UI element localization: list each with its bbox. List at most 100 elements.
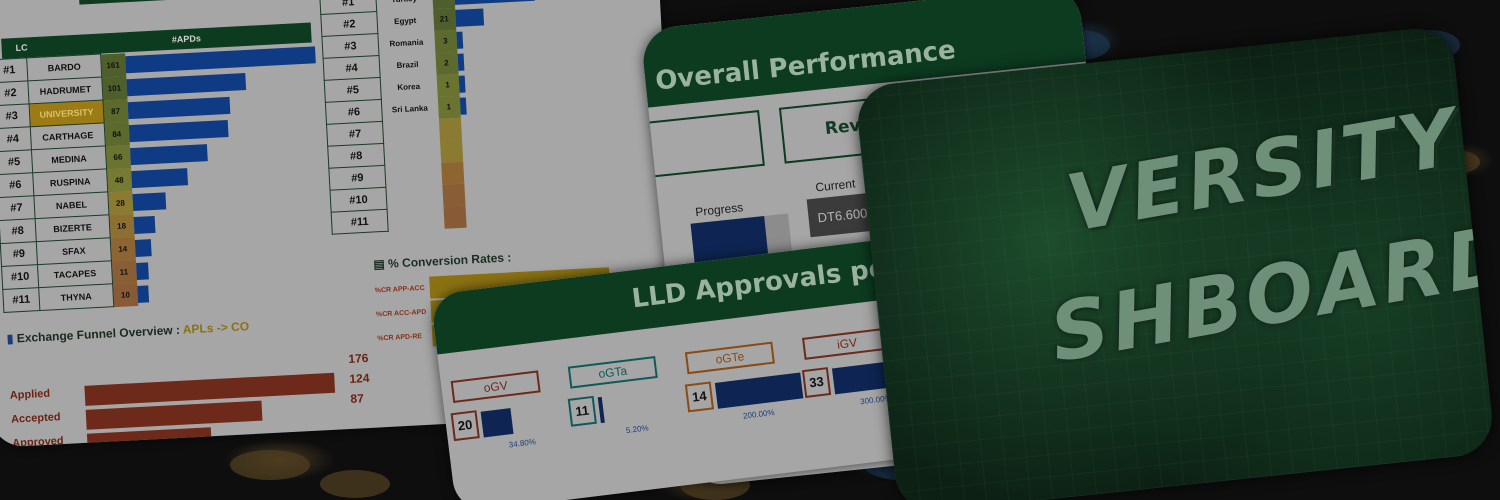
country-bar (454, 8, 485, 27)
lc-apd-count: 18 (108, 213, 135, 238)
funnel-value: 87 (350, 391, 365, 406)
funnel-bar (84, 372, 336, 406)
lc-apd-count: 66 (105, 144, 131, 169)
country-rank: #10 (329, 187, 388, 213)
col-lc: LC (15, 42, 28, 53)
conversion-label: %CR ACC-APD (375, 308, 427, 319)
country-rank: #7 (326, 121, 384, 147)
lc-apd-count: 87 (102, 98, 129, 123)
country-count (440, 161, 464, 185)
country-rank: #5 (324, 77, 382, 103)
dept-name-box: oGTa (567, 356, 658, 389)
lc-bar (125, 72, 246, 96)
dept-progress-pct: 34.80% (508, 437, 537, 450)
dept-progress-bar (597, 396, 606, 424)
lc-bar (130, 167, 189, 188)
dept-progress-pct: 200.00% (742, 407, 776, 421)
lc-apd-count: 161 (100, 52, 126, 78)
lc-bar (129, 143, 209, 165)
lc-rank: #9 (0, 241, 38, 267)
funnel-value: 176 (347, 350, 369, 366)
dept-progress-bar (714, 372, 804, 409)
country-ranking-table: Rank#1Turkey59#2Egypt21#3Romania3#4Brazi… (318, 0, 557, 235)
country-bar (459, 97, 467, 115)
dashboard-logo-panel: VERSITY SHBOARD (854, 24, 1496, 500)
lc-apd-count: 11 (111, 259, 137, 284)
lc-rank: #4 (0, 126, 32, 152)
country-count (441, 183, 465, 207)
country-count: 2 (434, 51, 459, 75)
lc-bar (131, 191, 166, 211)
lc-bar (135, 261, 150, 280)
country-count: 1 (436, 73, 460, 97)
lc-bar (127, 96, 231, 119)
lc-rank: #3 (0, 103, 31, 129)
country-rank: #9 (328, 165, 386, 191)
conversion-rates-title: ▤ % Conversion Rates : (373, 250, 512, 272)
dept-progress-pct: 5.20% (625, 423, 650, 436)
country-name (382, 118, 440, 144)
lc-name: THYNA (38, 283, 114, 311)
lc-rank: #10 (1, 264, 39, 290)
funnel-title: ▮ Exchange Funnel Overview : APLs -> CO (6, 319, 250, 346)
country-bar (455, 31, 463, 49)
country-count: 1 (437, 95, 461, 119)
dept-count-box: 14 (684, 381, 715, 413)
lc-rank: #7 (0, 195, 36, 221)
lc-rank: #8 (0, 218, 37, 244)
lc-rank: #2 (0, 80, 30, 106)
funnel-bar (85, 400, 263, 430)
country-rank: #8 (327, 143, 385, 169)
lc-bar (134, 238, 152, 257)
dept-name-box: oGTe (684, 341, 775, 375)
lc-rank: #1 (0, 57, 28, 83)
current-label: Current (814, 176, 856, 195)
country-name (385, 184, 443, 210)
lc-bar (128, 119, 229, 142)
lc-rank: #6 (0, 172, 34, 198)
funnel-label: Applied (9, 387, 51, 402)
lc-apd-count: 84 (104, 121, 130, 146)
country-count (439, 139, 463, 163)
country-rank: #3 (321, 33, 380, 59)
country-bar-cell (465, 200, 556, 227)
country-name: Romania (377, 30, 435, 56)
dept-name-box: iGV (802, 327, 893, 360)
dept-count-box: 11 (567, 395, 597, 427)
funnel-label: Accepted (10, 411, 61, 426)
country-count: 21 (432, 7, 456, 31)
lc-rank: #11 (2, 287, 40, 313)
country-name: Egypt (376, 8, 434, 34)
country-count: 3 (433, 29, 457, 53)
lc-rank: #5 (0, 149, 33, 175)
country-rank: #6 (325, 99, 383, 125)
country-rank: #2 (320, 11, 378, 37)
country-count (442, 205, 467, 229)
country-name: Korea (380, 74, 438, 100)
notebook-icon: ▤ (373, 256, 389, 272)
conversion-label: %CR APP-ACC (374, 284, 425, 295)
lc-apd-count: 101 (101, 75, 127, 100)
country-name: Sri Lanka (381, 96, 439, 122)
lc-apd-count: 48 (106, 167, 132, 192)
left-kpi-box (640, 109, 765, 179)
lc-apd-count: 14 (110, 236, 136, 261)
dept-progress-bar (480, 408, 514, 438)
country-name (387, 206, 445, 232)
conversion-label: %CR APD-RE (377, 333, 423, 343)
country-bar (457, 53, 464, 71)
country-name: Brazil (379, 52, 437, 78)
country-rank: #4 (323, 55, 381, 81)
country-bar (458, 75, 466, 93)
left-progress-label: Progress (694, 200, 744, 220)
lc-apd-count: 28 (107, 190, 133, 215)
dept-count-box: 20 (450, 410, 480, 442)
country-rank: #11 (331, 209, 389, 235)
lc-apd-count: 10 (112, 282, 138, 307)
dept-count-box: 33 (801, 367, 832, 399)
country-name (383, 140, 441, 166)
lc-ranking-table: #1 BARDO 161 #2 HADRUMET 101 #3 UNIVERSITY 87 #4 C… (0, 42, 338, 313)
lc-bar (136, 284, 150, 303)
country-count (438, 117, 462, 141)
country-name (384, 162, 442, 188)
